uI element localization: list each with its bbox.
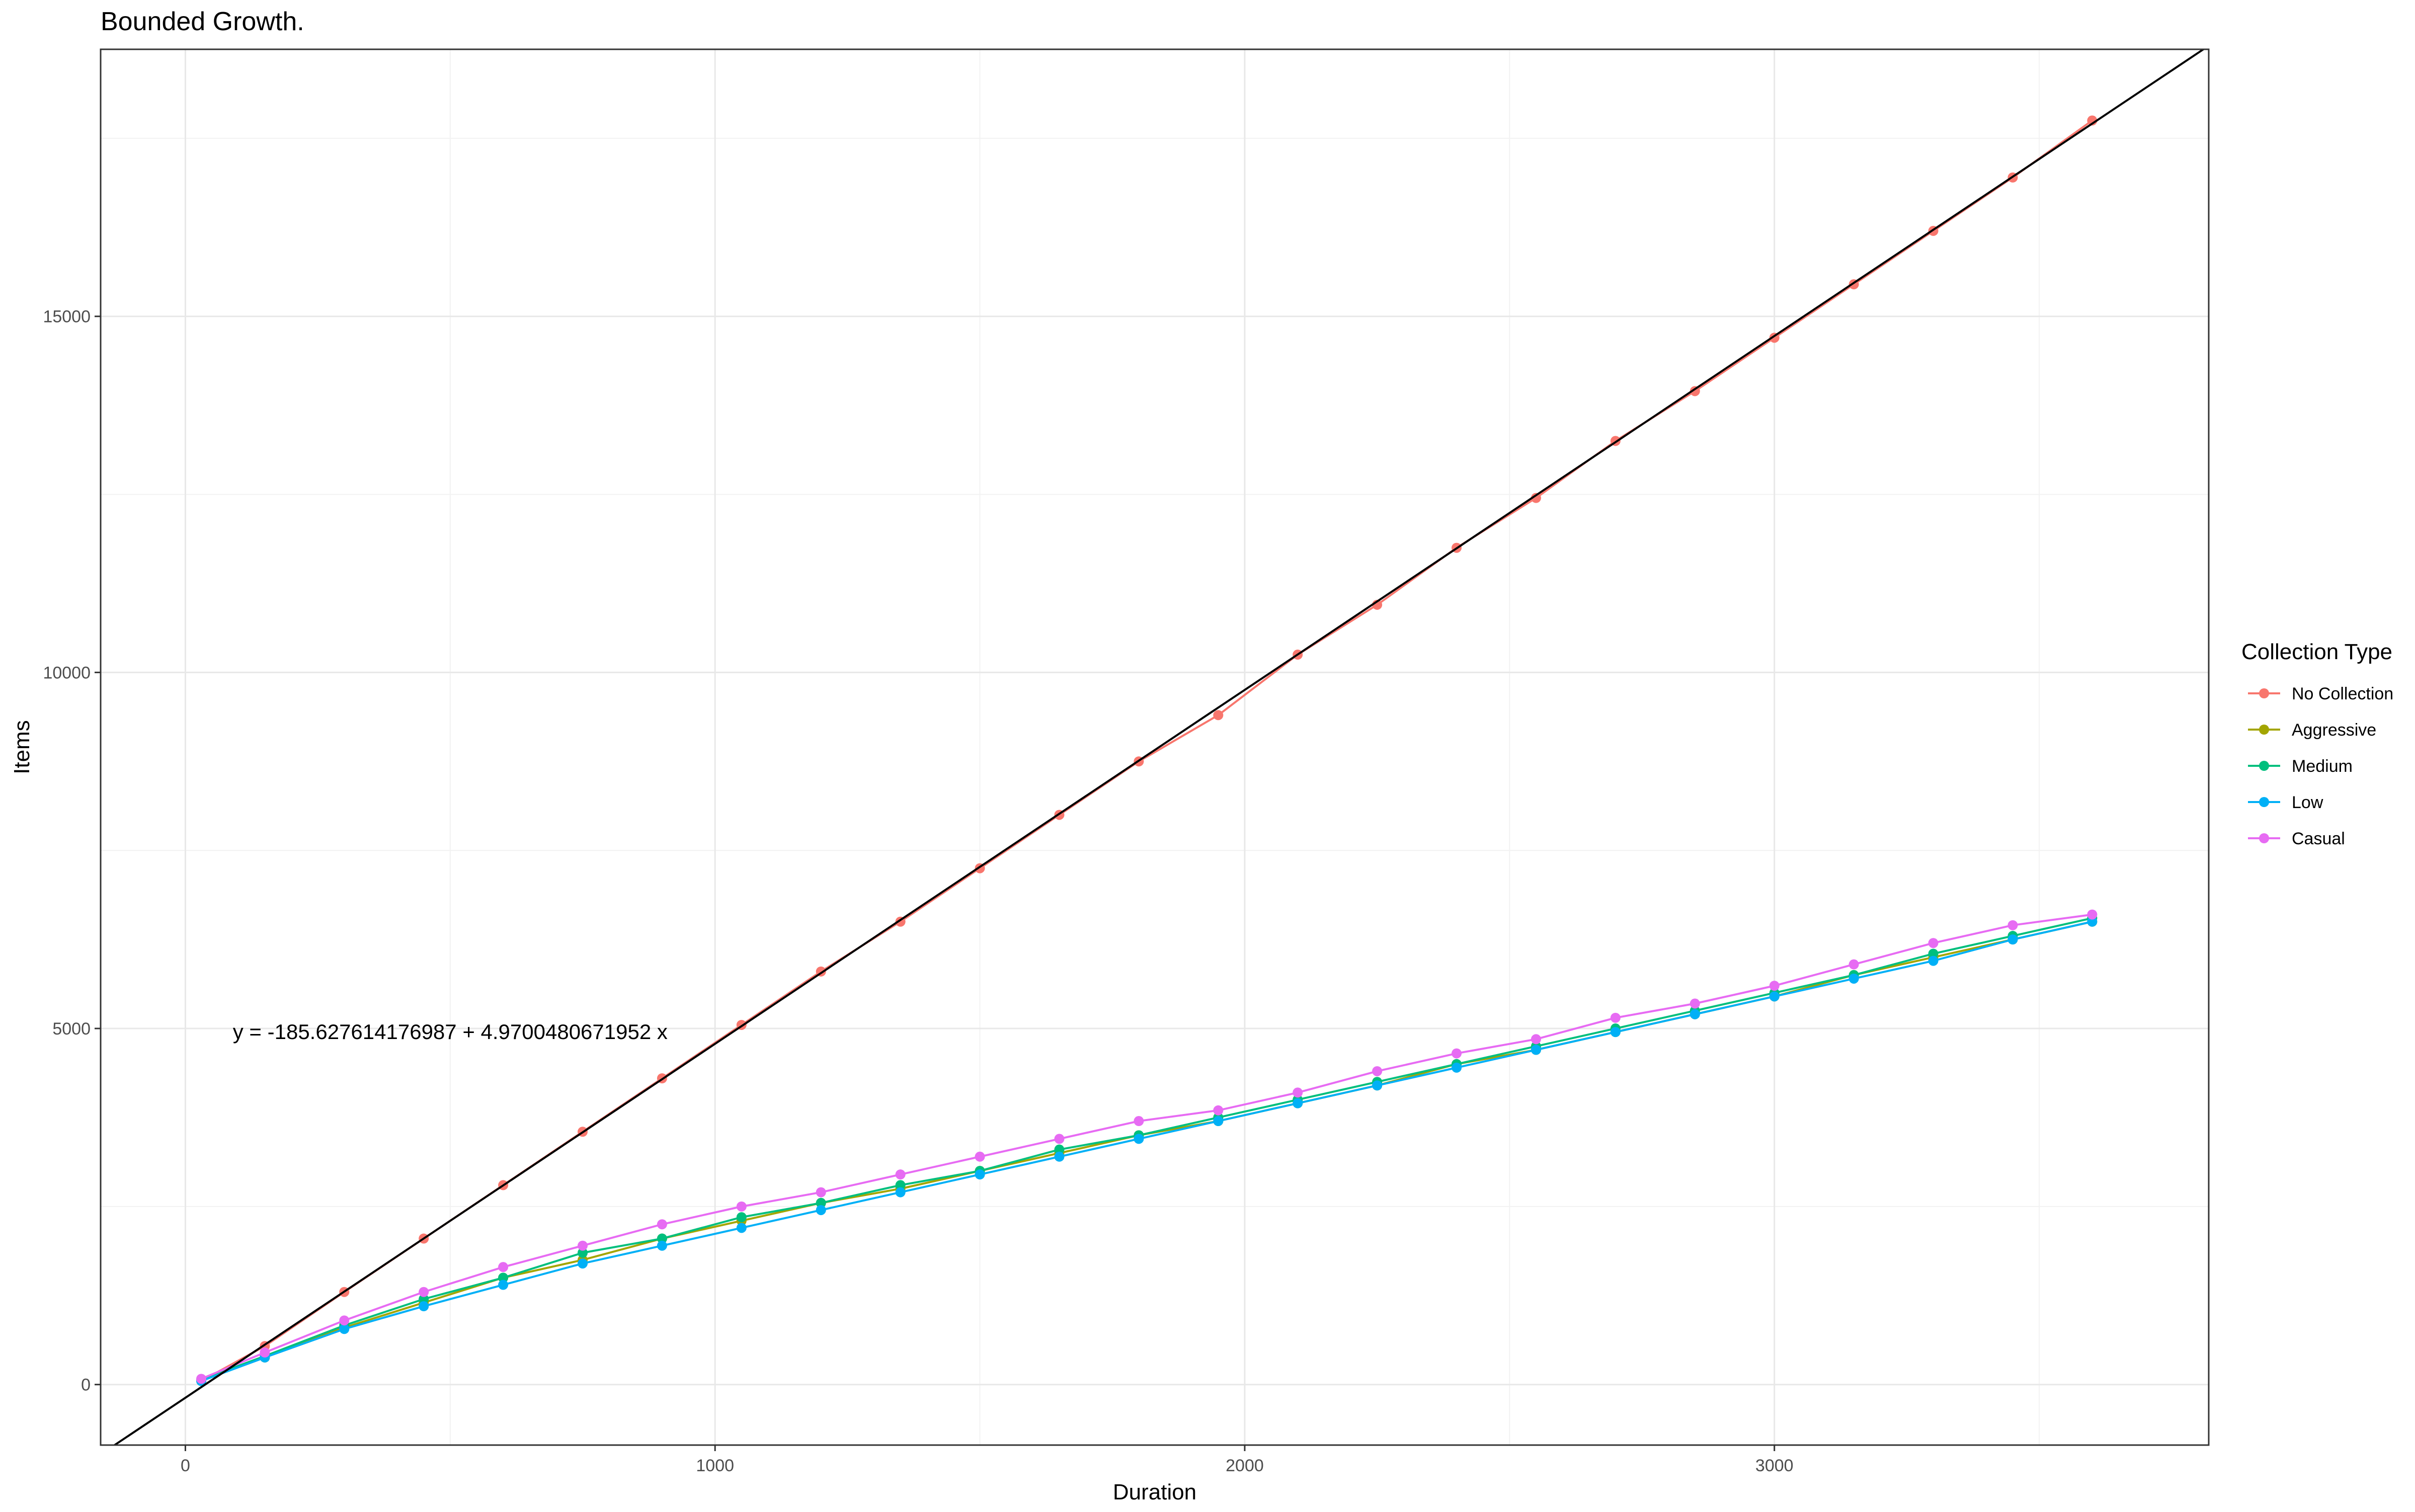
grid-layer [101,49,2209,1445]
data-point [339,1315,350,1326]
x-tick-label: 0 [181,1456,190,1475]
data-point [1769,991,1780,1002]
axis-layer: 0 1000 2000 3000 0 5000 10000 15000 [43,307,1793,1475]
data-point [736,1212,747,1223]
data-point [895,1180,906,1190]
legend-key-point [2259,833,2269,843]
data-point [1293,1087,1303,1098]
data-point [578,1240,588,1251]
regression-equation-annotation: y = -185.627614176987 + 4.9700480671952 … [233,1020,668,1044]
data-point [419,1294,429,1304]
data-point [1452,1062,1462,1073]
data-point [1928,956,1939,966]
legend-key-point [2259,725,2269,735]
legend-label: Aggressive [2292,721,2376,740]
x-tick-label: 2000 [1226,1456,1264,1475]
data-point [2087,909,2098,920]
legend-label: Low [2292,793,2323,812]
chart-title: Bounded Growth. [101,7,304,36]
data-point [1689,1009,1700,1019]
data-point [1213,710,1224,721]
x-tick-label: 3000 [1755,1456,1794,1475]
data-point [736,1223,747,1233]
x-axis-label: Duration [1113,1480,1196,1504]
regression-line [114,48,2204,1446]
legend-label: Casual [2292,829,2345,848]
y-tick-label: 15000 [43,307,91,327]
legend-key-point [2259,797,2269,807]
series-layer [196,115,2098,1386]
y-axis-label: Items [10,720,34,774]
data-point [1610,1027,1621,1038]
x-tick-label: 1000 [696,1456,734,1475]
data-point [1293,1098,1303,1108]
data-point [578,1258,588,1269]
data-point [1928,938,1939,948]
data-point [975,1151,985,1162]
data-point [816,1205,826,1215]
data-point [1848,973,1859,984]
data-point [1372,1080,1383,1091]
data-point [1054,1151,1065,1162]
data-point [498,1262,509,1272]
legend-items: No Collection Aggressive Medium Low Casual [2248,684,2393,848]
legend-key-point [2259,761,2269,771]
data-point [657,1233,667,1244]
data-point [657,1219,667,1230]
data-point [196,1374,207,1384]
data-point [1689,998,1700,1009]
data-point [1134,1134,1144,1144]
legend: Collection Type No Collection Aggressive M… [2241,640,2393,848]
data-point [2087,916,2098,927]
data-point [816,1187,826,1198]
data-point [498,1280,509,1290]
data-point [657,1240,667,1251]
data-point [975,1169,985,1180]
data-point [1848,959,1859,970]
data-point [1531,1045,1541,1055]
data-point [1213,1116,1224,1127]
y-tick-label: 10000 [43,663,91,682]
data-point [498,1272,509,1283]
legend-item: Low [2248,793,2323,812]
plot-border [100,48,2210,1446]
legend-label: Medium [2292,757,2353,776]
data-point [1372,1066,1383,1076]
legend-item: Casual [2248,829,2345,848]
legend-key-point [2259,688,2269,698]
data-point [260,1347,270,1358]
data-point [736,1201,747,1212]
data-point [1531,1034,1541,1045]
data-point [895,1187,906,1198]
data-point [1452,1048,1462,1059]
data-point [339,1324,350,1334]
y-tick-label: 5000 [52,1019,91,1039]
data-point [1769,981,1780,991]
legend-item: No Collection [2248,684,2393,703]
regression-layer [114,48,2204,1446]
series-group [196,909,2098,1384]
data-point [1213,1105,1224,1116]
data-point [2007,934,2018,945]
legend-item: Medium [2248,757,2353,776]
data-point [419,1287,429,1297]
legend-item: Aggressive [2248,721,2376,740]
data-point [1928,948,1939,959]
data-point [419,1301,429,1312]
data-point [1689,386,1700,396]
data-point [1054,1134,1065,1144]
data-point [578,1247,588,1258]
data-point [1054,1144,1065,1155]
data-point [1531,493,1541,503]
legend-label: No Collection [2292,684,2393,703]
data-point [2007,920,2018,930]
legend-title: Collection Type [2241,640,2392,664]
data-point [816,1198,826,1208]
data-point [1610,1012,1621,1023]
y-tick-label: 0 [81,1376,91,1395]
data-point [1134,1116,1144,1127]
data-point [895,1169,906,1180]
